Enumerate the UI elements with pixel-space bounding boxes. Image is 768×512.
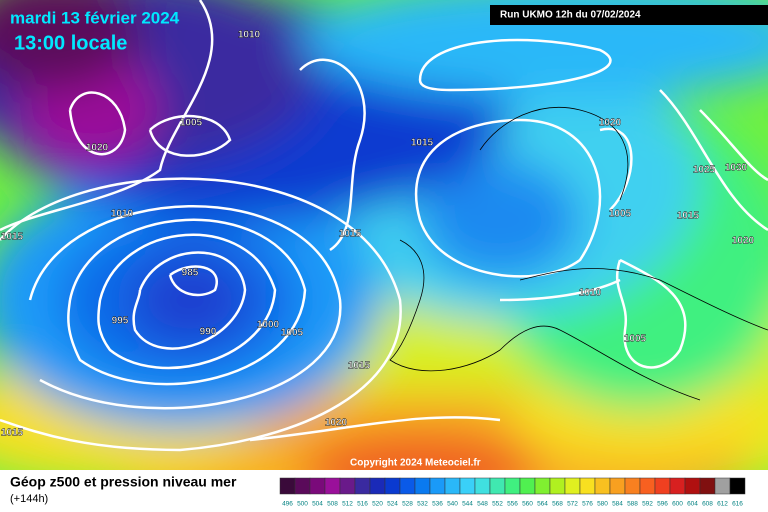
color-swatch [354, 477, 371, 495]
coastlines [389, 107, 768, 401]
color-swatch [699, 477, 716, 495]
isobar-label: 1005 [609, 209, 632, 220]
isobar-label: 1020 [599, 118, 622, 129]
color-swatch [369, 477, 386, 495]
scale-label: 608 [702, 501, 713, 508]
isobar-label: 1030 [725, 163, 748, 174]
color-swatch [654, 477, 671, 495]
copyright: Copyright 2024 Meteociel.fr [350, 458, 481, 469]
scale-label: 500 [297, 501, 308, 508]
scale-label: 516 [357, 501, 368, 508]
color-swatch [684, 477, 701, 495]
color-swatch [429, 477, 446, 495]
isobar-label: 1015 [677, 211, 700, 222]
scale-label: 528 [402, 501, 413, 508]
colorscale: 496 500 504 508 512 516 520 524 528 532 536 540 544 5… [279, 477, 746, 508]
color-swatch [384, 477, 401, 495]
run-box [490, 5, 768, 25]
scale-label: 552 [492, 501, 503, 508]
color-swatch [414, 477, 431, 495]
scale-label: 568 [552, 501, 563, 508]
color-swatch [444, 477, 461, 495]
isobar-labels: 1010100510201010101598599599010001005101… [1, 29, 755, 439]
scale-label: 592 [642, 501, 653, 508]
scale-label: 508 [327, 501, 338, 508]
scale-label: 536 [432, 501, 443, 508]
color-swatch [309, 477, 326, 495]
footer-subtitle: (+144h) [10, 493, 48, 505]
isobar-label: 1020 [325, 418, 348, 429]
run-info: Run UKMO 12h du 07/02/2024 [500, 10, 641, 21]
isobar-label: 1015 [348, 361, 371, 372]
time: 13:00 locale [14, 32, 127, 54]
isobar-label: 1015 [1, 428, 24, 439]
scale-label: 596 [657, 501, 668, 508]
scale-label: 604 [687, 501, 698, 508]
scale-label: 524 [387, 501, 398, 508]
scale-label: 612 [717, 501, 728, 508]
footer-title: Géop z500 et pression niveau mer [10, 474, 237, 490]
scale-label: 600 [672, 501, 683, 508]
scale-label: 532 [417, 501, 428, 508]
scale-label: 504 [312, 501, 323, 508]
scale-label: 576 [582, 501, 593, 508]
scale-label: 560 [522, 501, 533, 508]
color-swatch [639, 477, 656, 495]
date: mardi 13 février 2024 [10, 8, 180, 27]
isobar-label: 1025 [693, 165, 716, 176]
isobar-label: 1005 [624, 334, 647, 345]
isobar-label: 1020 [732, 236, 755, 247]
isobars [0, 0, 768, 452]
scale-label: 564 [537, 501, 548, 508]
color-swatch [729, 477, 746, 495]
color-swatch [579, 477, 596, 495]
scale-label: 512 [342, 501, 353, 508]
scale-label: 616 [732, 501, 743, 508]
color-swatch [534, 477, 551, 495]
isobar-label: 1010 [111, 209, 134, 220]
isobar-label: 1015 [339, 229, 362, 240]
scale-label: 580 [597, 501, 608, 508]
color-swatch [564, 477, 581, 495]
color-swatch [459, 477, 476, 495]
scale-label: 520 [372, 501, 383, 508]
isobar-label: 1000 [257, 320, 280, 331]
color-swatch [519, 477, 536, 495]
scale-label: 584 [612, 501, 623, 508]
color-swatch [489, 477, 506, 495]
color-swatch [399, 477, 416, 495]
color-swatch [714, 477, 731, 495]
scale-label: 588 [627, 501, 638, 508]
color-swatch [504, 477, 521, 495]
isobar-label: 1005 [180, 118, 203, 129]
color-swatch [669, 477, 686, 495]
scale-label: 572 [567, 501, 578, 508]
isobar-label: 1015 [1, 232, 24, 243]
isobar-label: 1005 [281, 328, 304, 339]
color-swatch [339, 477, 356, 495]
scale-label: 556 [507, 501, 518, 508]
color-swatch [294, 477, 311, 495]
isobar-label: 1020 [86, 143, 109, 154]
isobar-label: 1015 [411, 138, 434, 149]
isobar-label: 1010 [579, 288, 602, 299]
color-swatch [324, 477, 341, 495]
isobar-label: 995 [112, 316, 129, 327]
isobar-label: 985 [182, 268, 199, 279]
scale-label: 544 [462, 501, 473, 508]
color-swatch [624, 477, 641, 495]
isobar-label: 1010 [238, 30, 261, 41]
color-swatch [549, 477, 566, 495]
color-swatch [609, 477, 626, 495]
isobar-label: 990 [200, 327, 217, 338]
scale-label: 540 [447, 501, 458, 508]
scale-label: 496 [282, 501, 293, 508]
color-swatch [474, 477, 491, 495]
scale-label: 548 [477, 501, 488, 508]
color-swatch [594, 477, 611, 495]
color-swatch [279, 477, 296, 495]
